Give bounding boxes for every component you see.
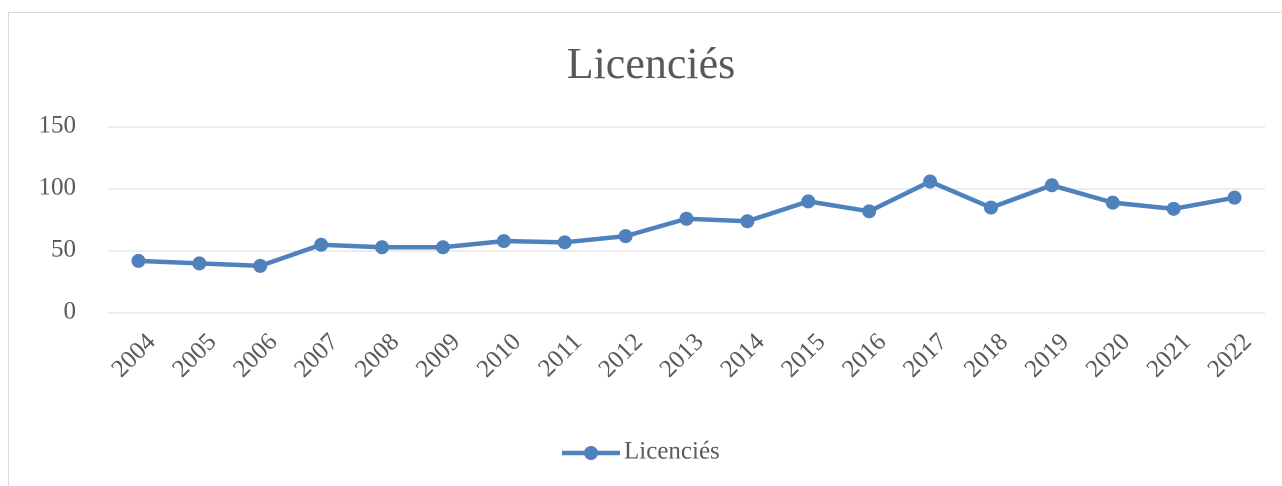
data-point	[740, 214, 755, 229]
data-point	[1044, 178, 1059, 193]
data-point	[1227, 190, 1242, 205]
data-point	[679, 211, 694, 226]
data-point	[131, 253, 146, 268]
data-point	[375, 240, 390, 255]
legend-label: Licenciés	[624, 438, 720, 465]
y-tick-label: 0	[64, 298, 77, 325]
data-point	[801, 194, 816, 209]
chart-border	[8, 12, 1282, 486]
legend-marker	[584, 446, 598, 460]
data-point	[496, 234, 511, 249]
data-point	[253, 258, 268, 273]
data-point	[557, 235, 572, 250]
data-point	[983, 200, 998, 215]
chart-title: Licenciés	[567, 39, 736, 88]
data-point	[923, 174, 938, 189]
y-tick-label: 100	[39, 174, 77, 201]
data-point	[435, 240, 450, 255]
y-tick-label: 50	[51, 236, 76, 263]
data-point	[192, 256, 207, 271]
data-point	[314, 237, 329, 252]
data-point	[1105, 195, 1120, 210]
data-point	[1166, 201, 1181, 216]
data-point	[618, 229, 633, 244]
y-tick-label: 150	[39, 112, 77, 139]
data-point	[862, 204, 877, 219]
